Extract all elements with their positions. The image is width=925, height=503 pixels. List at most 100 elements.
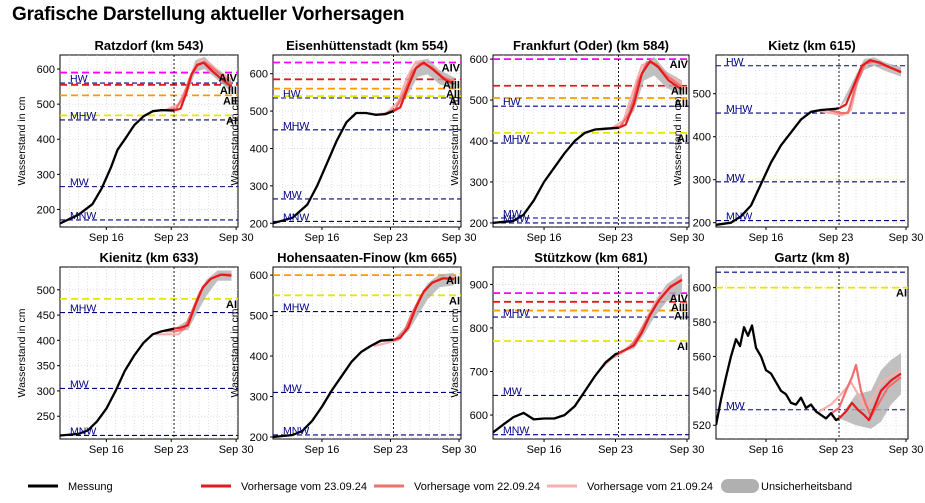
y-tick-label: 580 xyxy=(693,317,711,329)
y-tick-label: 400 xyxy=(250,351,268,363)
threshold-label: MW xyxy=(70,378,89,390)
legend-label: Messung xyxy=(68,481,113,493)
y-tick-label: 600 xyxy=(250,270,268,282)
y-tick-label: 300 xyxy=(37,386,55,398)
threshold-label: AIII xyxy=(443,79,460,91)
y-tick-label: 250 xyxy=(37,411,55,423)
threshold-label: MNW xyxy=(70,425,96,437)
x-tick-label: Sep 16 xyxy=(749,444,784,456)
forecast-line xyxy=(393,277,455,341)
x-tick-label: Sep 16 xyxy=(305,232,340,244)
y-axis-label: Wasserstand in cm xyxy=(672,96,684,185)
measurement-line xyxy=(273,338,394,439)
x-tick-label: Sep 23 xyxy=(598,232,633,244)
forecast-line xyxy=(818,369,902,413)
y-tick-label: 300 xyxy=(37,169,55,181)
plot-frame xyxy=(492,266,690,440)
legend-label: Vorhersage vom 21.09.24 xyxy=(587,481,713,493)
forecast-line xyxy=(618,59,683,129)
threshold-label: AI xyxy=(896,288,907,300)
threshold-label: HW xyxy=(503,96,521,108)
y-tick-label: 300 xyxy=(693,175,711,187)
threshold-label: MNW xyxy=(283,425,309,437)
y-tick-label: 200 xyxy=(693,218,711,230)
threshold-label: MW xyxy=(503,208,522,220)
y-axis-label: Wasserstand in cm xyxy=(16,96,28,185)
threshold-label: MNW xyxy=(503,425,529,437)
y-tick-label: 300 xyxy=(250,392,268,404)
legend-item: Vorhersage vom 21.09.24 xyxy=(547,481,713,493)
y-tick-label: 400 xyxy=(470,136,488,148)
threshold-label: AIV xyxy=(670,293,689,305)
uncertainty-band xyxy=(174,270,232,331)
x-tick-label: Sep 23 xyxy=(154,232,189,244)
y-tick-label: 300 xyxy=(470,177,488,189)
panel-title: Kietz (km 615) xyxy=(768,38,855,53)
panel-title: Stützkow (km 681) xyxy=(534,250,647,265)
forecast-line xyxy=(618,279,683,355)
panel-title: Hohensaaten-Finow (km 665) xyxy=(277,250,457,265)
threshold-label: AIII xyxy=(671,86,688,98)
measurement-line xyxy=(716,324,840,426)
threshold-label: MNW xyxy=(70,210,96,222)
y-axis-label: Wasserstand in cm xyxy=(449,96,461,185)
measurement-line xyxy=(60,327,175,437)
y-axis-label: Wasserstand in cm xyxy=(16,308,28,397)
x-tick-label: Sep 16 xyxy=(305,444,340,456)
plot-frame xyxy=(492,54,690,228)
panel-title: Kienitz (km 633) xyxy=(100,250,199,265)
x-tick-label: Sep 16 xyxy=(527,444,562,456)
y-tick-label: 350 xyxy=(37,361,55,373)
x-tick-label: Sep 30 xyxy=(219,232,254,244)
x-tick-label: Sep 16 xyxy=(527,232,562,244)
legend-item: Vorhersage vom 22.09.24 xyxy=(374,481,540,493)
threshold-label: AII xyxy=(674,311,688,323)
threshold-label: AII xyxy=(446,275,460,287)
x-tick-label: Sep 16 xyxy=(89,232,124,244)
forecast-line xyxy=(173,61,233,112)
uncertainty-band xyxy=(839,57,901,109)
threshold-label: AI xyxy=(677,133,688,145)
x-tick-label: Sep 23 xyxy=(154,444,189,456)
threshold-label: AIII xyxy=(671,302,688,314)
y-axis-label: Wasserstand in cm xyxy=(229,96,241,185)
threshold-label: MHW xyxy=(503,133,529,145)
threshold-label: AI xyxy=(226,115,237,127)
plot-frame xyxy=(272,54,462,228)
threshold-label: MW xyxy=(70,177,89,189)
plot-area xyxy=(716,267,908,439)
plot-frame xyxy=(715,54,909,228)
threshold-label: MW xyxy=(726,400,745,412)
chart-panel: Kienitz (km 633) 250 300 350 400 450 500 Sep 16… xyxy=(16,250,254,456)
y-tick-label: 600 xyxy=(37,64,55,76)
legend-label: Vorhersage vom 22.09.24 xyxy=(414,481,540,493)
chart-panel: Hohensaaten-Finow (km 665) 200 300 400 500 60… xyxy=(229,250,476,456)
threshold-label: HW xyxy=(726,56,744,68)
y-tick-label: 600 xyxy=(470,54,488,66)
threshold-label: AIII xyxy=(220,85,237,97)
x-tick-label: Sep 23 xyxy=(373,444,408,456)
plot-area xyxy=(273,267,461,439)
threshold-label: MHW xyxy=(726,103,752,115)
threshold-label: MW xyxy=(726,172,745,184)
threshold-label: MHW xyxy=(70,303,96,315)
panel-title: Eisenhüttenstadt (km 554) xyxy=(286,38,448,53)
y-tick-label: 500 xyxy=(693,89,711,101)
plot-frame xyxy=(59,266,239,440)
legend-item: Messung xyxy=(28,481,113,493)
plot-area xyxy=(716,55,908,227)
measurement-line xyxy=(60,108,174,225)
forecast-line xyxy=(173,273,232,330)
x-tick-label: Sep 16 xyxy=(749,232,784,244)
threshold-label: AI xyxy=(449,96,460,108)
threshold-label: AII xyxy=(446,89,460,101)
y-tick-label: 700 xyxy=(470,367,488,379)
x-tick-label: Sep 30 xyxy=(219,444,254,456)
panel-title: Frankfurt (Oder) (km 584) xyxy=(513,38,669,53)
y-tick-label: 500 xyxy=(250,106,268,118)
threshold-label: MHW xyxy=(70,110,96,122)
x-tick-label: Sep 30 xyxy=(670,444,705,456)
y-axis-label: Wasserstand in cm xyxy=(449,308,461,397)
uncertainty-band xyxy=(393,58,455,112)
